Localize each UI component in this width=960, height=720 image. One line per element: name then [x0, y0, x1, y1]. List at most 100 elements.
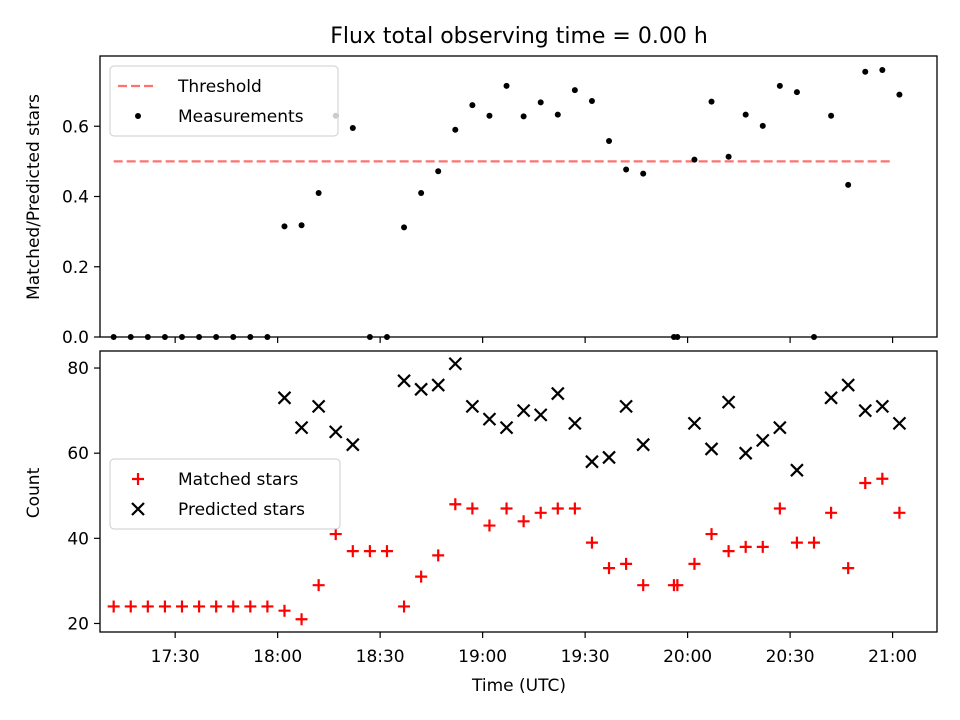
measurement-point — [520, 113, 527, 120]
x-tick-label: 20:30 — [766, 647, 815, 667]
matched-stars-point — [141, 600, 154, 613]
measurement-point — [418, 189, 425, 196]
measurement-point — [640, 170, 647, 177]
legend-measurement-swatch — [135, 113, 141, 119]
measurement-point — [452, 126, 459, 133]
predicted-stars-point — [773, 420, 787, 435]
predicted-stars-point — [482, 412, 497, 426]
ratio-plot: 0.0 0.2 0.4 0.6 Threshold Measurements — [62, 55, 938, 348]
matched-stars-point — [671, 579, 684, 592]
matched-stars-point — [842, 562, 855, 575]
predicted-stars-point — [551, 386, 565, 401]
matched-stars-point — [346, 545, 359, 558]
matched-stars-point — [415, 570, 428, 583]
matched-stars-point — [124, 600, 137, 613]
predicted-stars-point — [328, 425, 343, 439]
matched-stars-point — [722, 545, 735, 558]
measurement-point — [469, 102, 476, 109]
predicted-stars-point — [892, 416, 907, 431]
measurement-point — [281, 223, 288, 230]
matched-stars-point — [278, 604, 291, 617]
legend-predicted-swatch — [131, 502, 145, 516]
predicted-stars-point — [585, 454, 599, 469]
matched-stars-point — [705, 528, 718, 541]
legend-box — [109, 65, 339, 137]
y-tick-label: 40 — [67, 529, 89, 549]
matched-stars-point — [466, 502, 479, 515]
matched-stars-point — [893, 506, 906, 519]
measurement-point — [691, 156, 698, 163]
matched-stars-point — [739, 540, 752, 553]
predicted-stars-point — [875, 399, 890, 414]
predicted-stars-point — [448, 356, 463, 371]
predicted-stars-point — [516, 403, 531, 418]
measurement-point — [349, 125, 356, 132]
predicted-stars-point — [824, 391, 838, 405]
matched-stars-point — [585, 536, 598, 549]
matched-stars-point — [244, 600, 257, 613]
x-tick-label: 18:30 — [356, 647, 405, 667]
measurement-point — [315, 189, 322, 196]
matched-stars-point — [688, 557, 701, 570]
x-tick-label: 18:00 — [253, 647, 302, 667]
legend-matched-swatch — [132, 473, 144, 485]
y-tick-label: 0.4 — [62, 188, 89, 208]
measurement-point — [401, 224, 408, 231]
measurement-point — [571, 87, 578, 94]
predicted-stars-point — [414, 382, 428, 397]
matched-stars-point — [517, 515, 530, 528]
matched-stars-point — [483, 519, 496, 532]
predicted-stars-point — [755, 433, 770, 448]
measurement-point — [537, 99, 544, 106]
y-tick-label: 0.0 — [62, 328, 89, 348]
predicted-stars-point — [636, 437, 650, 452]
matched-stars-point — [175, 600, 188, 613]
predicted-stars-point — [346, 437, 360, 452]
matched-stars-point — [312, 579, 325, 592]
x-tick-label: 21:00 — [868, 647, 917, 667]
y-tick-label: 0.6 — [62, 117, 89, 137]
measurement-point — [503, 82, 510, 89]
predicted-stars-point — [790, 463, 804, 477]
x-tick-label: 20:00 — [663, 647, 712, 667]
matched-stars-point — [773, 502, 786, 515]
measurement-point — [588, 97, 595, 104]
matched-stars-point — [432, 549, 445, 562]
predicted-stars-point — [277, 391, 292, 405]
matched-stars-point — [227, 600, 240, 613]
matched-stars-point — [551, 502, 564, 515]
matched-stars-point — [568, 502, 581, 515]
bottom-y-axis-label: Count — [24, 467, 44, 518]
x-tick-label: 19:30 — [561, 647, 610, 667]
measurement-point — [828, 112, 835, 119]
matched-stars-point — [876, 472, 889, 485]
matched-stars-point — [329, 528, 342, 541]
y-tick-label: 0.2 — [62, 258, 89, 278]
matched-stars-point — [859, 476, 872, 489]
matched-stars-point — [620, 557, 633, 570]
y-tick-label: 60 — [67, 444, 89, 464]
matched-stars-point — [193, 600, 206, 613]
matched-stars-point — [790, 536, 803, 549]
predicted-stars-point — [533, 408, 548, 422]
predicted-stars-point — [858, 403, 873, 418]
y-tick-label: 80 — [67, 359, 89, 379]
measurement-point — [742, 111, 749, 118]
predicted-stars-point — [841, 378, 855, 392]
predicted-stars-point — [568, 416, 582, 431]
matched-stars-point — [825, 506, 838, 519]
measurement-point — [708, 98, 715, 105]
legend-label: Matched stars — [178, 470, 298, 490]
measurement-point — [793, 89, 800, 96]
matched-stars-point — [500, 502, 513, 515]
plot-frame — [99, 350, 938, 633]
measurement-point — [845, 181, 852, 188]
matched-stars-point — [158, 600, 171, 613]
x-tick-label: 19:00 — [458, 647, 507, 667]
matched-stars-point — [210, 600, 223, 613]
plot-frame — [99, 55, 938, 338]
measurement-point — [725, 153, 732, 160]
measurement-point — [862, 68, 869, 75]
predicted-stars-point — [431, 378, 445, 392]
legend-label: Threshold — [177, 77, 262, 97]
